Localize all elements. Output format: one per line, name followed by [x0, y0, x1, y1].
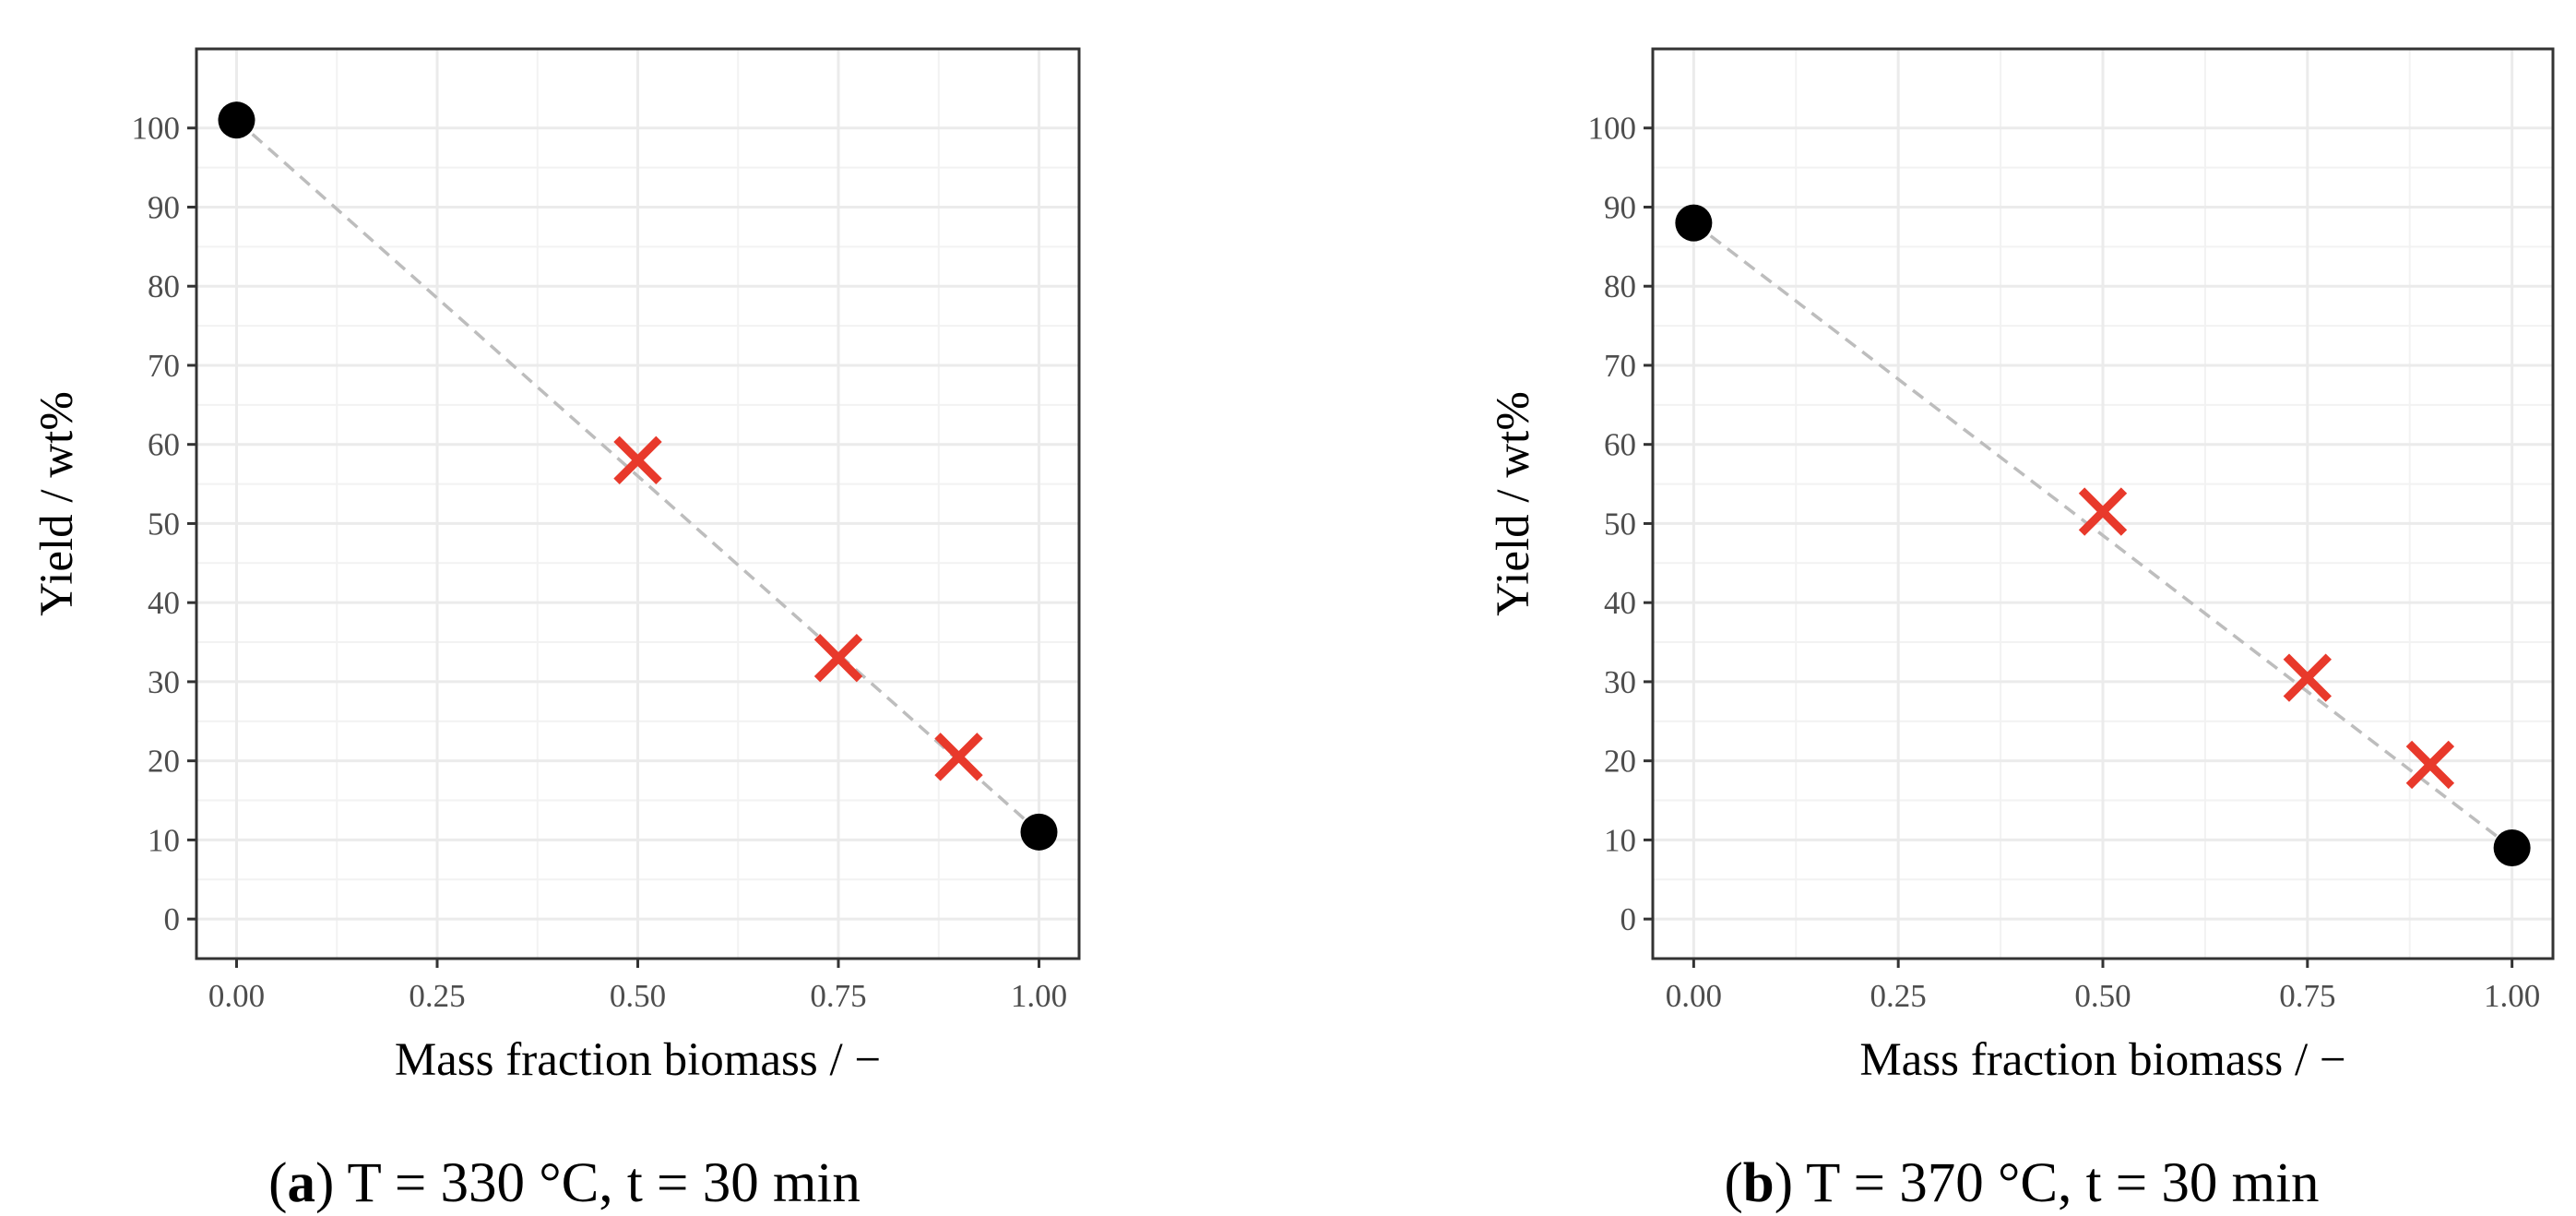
y-axis-title: Yield / wt% [31, 391, 83, 616]
cross-stroke [2283, 653, 2333, 702]
x-axis-title: Mass fraction biomass / − [395, 1034, 881, 1086]
y-tick-label: 90 [148, 189, 180, 225]
data-point-cross [2283, 653, 2333, 702]
data-point-cross [2078, 487, 2128, 536]
grid-major-lines [1653, 49, 2553, 959]
data-point-cross [813, 634, 863, 683]
caption-condition: T = 330 °C, t = 30 min [347, 1152, 860, 1214]
cross-stroke [2078, 487, 2128, 536]
y-tick-label: 70 [148, 348, 180, 384]
data-point-cross [934, 733, 983, 781]
cross-stroke [2405, 740, 2455, 790]
panel-caption: (b) T = 370 °C, t = 30 min [1724, 1152, 2319, 1214]
x-tick-label: 0.00 [208, 978, 265, 1014]
x-tick-label: 1.00 [1011, 978, 1067, 1014]
cross-stroke [813, 634, 863, 683]
x-tick-label: 0.25 [409, 978, 465, 1014]
y-tick-label: 20 [148, 744, 180, 780]
y-tick-label: 10 [148, 822, 180, 858]
y-tick-label: 100 [132, 111, 181, 147]
y-tick-label: 100 [1588, 111, 1637, 147]
y-tick-label: 50 [148, 506, 180, 542]
x-tick-label: 0.50 [2074, 978, 2131, 1014]
reference-dashed-line [235, 118, 1040, 834]
data-point-circle [218, 101, 255, 139]
reference-line [235, 118, 1040, 834]
data-point-circle [1020, 813, 1058, 851]
y-tick-label: 70 [1604, 348, 1636, 384]
y-tick-label: 10 [1604, 822, 1636, 858]
x-tick-label: 1.00 [2484, 978, 2540, 1014]
y-tick-label: 30 [148, 664, 180, 700]
y-axis-title: Yield / wt% [1488, 391, 1539, 616]
y-axis-ticks: 0 10 20 30 40 50 60 70 80 90 100 [1588, 111, 1653, 937]
y-tick-label: 80 [148, 268, 180, 304]
y-tick-label: 20 [1604, 744, 1636, 780]
x-tick-label: 0.25 [1870, 978, 1927, 1014]
y-tick-label: 40 [148, 585, 180, 621]
caption-label: a [287, 1152, 315, 1214]
data-points [218, 101, 1058, 851]
chart-panel-a: 0 10 20 30 40 50 60 70 80 90 100 0.00 0.25 0.50 0.75 1… [31, 47, 1081, 1214]
x-tick-label: 0.00 [1666, 978, 1722, 1014]
x-axis-title: Mass fraction biomass / − [1859, 1034, 2345, 1086]
panel-caption: (a) T = 330 °C, t = 30 min [268, 1152, 861, 1214]
y-tick-label: 0 [1620, 901, 1637, 937]
caption-label: b [1743, 1152, 1775, 1214]
reference-line [1692, 221, 2513, 850]
reference-dashed-line [1692, 221, 2513, 850]
x-axis-ticks: 0.00 0.25 0.50 0.75 1.00 [208, 959, 1067, 1014]
chart-panel-b: 0 10 20 30 40 50 60 70 80 90 100 0.00 0.25 0.50 0.75 1… [1488, 47, 2555, 1214]
y-tick-label: 40 [1604, 585, 1636, 621]
grid-major-lines [196, 49, 1079, 959]
x-tick-label: 0.75 [2279, 978, 2335, 1014]
cross-stroke [934, 733, 983, 781]
x-axis-ticks: 0.00 0.25 0.50 0.75 1.00 [1666, 959, 2540, 1014]
y-tick-label: 0 [164, 901, 181, 937]
cross-stroke [613, 435, 662, 485]
y-tick-label: 60 [1604, 427, 1636, 463]
data-point-circle [1675, 204, 1713, 242]
x-tick-label: 0.50 [610, 978, 666, 1014]
data-points [1675, 204, 2531, 866]
data-point-cross [2405, 740, 2455, 790]
y-tick-label: 90 [1604, 189, 1636, 225]
y-tick-label: 30 [1604, 664, 1636, 700]
caption-condition: T = 370 °C, t = 30 min [1806, 1152, 2319, 1214]
y-tick-label: 80 [1604, 268, 1636, 304]
y-axis-ticks: 0 10 20 30 40 50 60 70 80 90 100 [132, 111, 196, 937]
y-tick-label: 50 [1604, 506, 1636, 542]
data-point-circle [2493, 829, 2531, 866]
y-tick-label: 60 [148, 427, 180, 463]
data-point-cross [613, 435, 662, 485]
x-tick-label: 0.75 [810, 978, 866, 1014]
